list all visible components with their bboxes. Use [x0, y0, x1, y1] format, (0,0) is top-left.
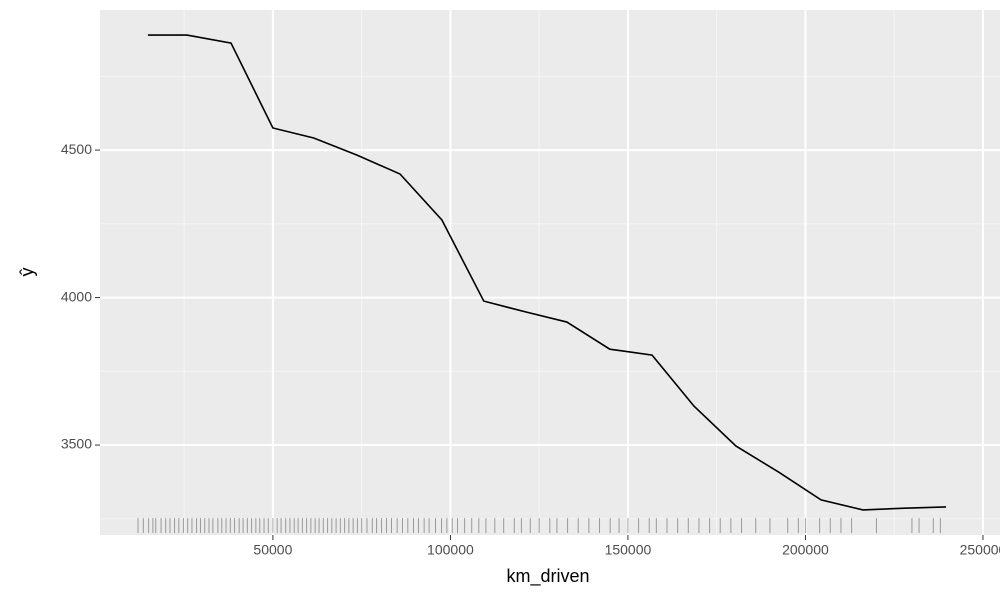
y-tick-label: 4500 [61, 141, 92, 157]
x-tick-label: 250000 [960, 542, 1000, 558]
line [147, 34, 947, 511]
y-axis-title: ŷ [17, 268, 37, 277]
y-tick-label: 4000 [61, 288, 92, 304]
x-tick-label: 200000 [782, 542, 829, 558]
x-tick-label: 100000 [427, 542, 474, 558]
y-tick-label: 3500 [61, 436, 92, 452]
panel [100, 10, 1000, 535]
x-axis-title: km_driven [506, 566, 589, 587]
x-tick-label: 50000 [253, 542, 292, 558]
x-tick-label: 150000 [605, 542, 652, 558]
